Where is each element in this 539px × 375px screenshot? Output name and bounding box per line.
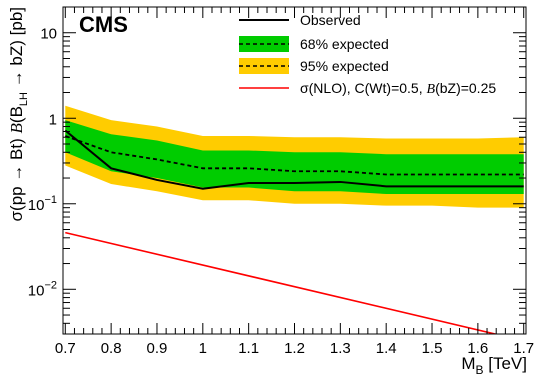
x-tick-label: 1.3 (330, 340, 351, 357)
legend-label-text: 95% expected (300, 58, 389, 74)
y-axis-label: σ(pp → Bt) B(BLH → bZ) [pb] (7, 7, 30, 221)
y-axis-label-prefix: σ(pp → Bt) (7, 133, 26, 221)
legend-label-tail: (bZ)=0.25 (435, 80, 496, 96)
y-tick-label: 1 (49, 111, 57, 128)
legend-label-text: Observed (300, 12, 361, 28)
x-tick-label: 1.7 (513, 340, 534, 357)
cms-badge: CMS (79, 12, 128, 37)
y-axis-label-branching: B (7, 122, 26, 133)
x-tick-label: 1.5 (422, 340, 443, 357)
legend-label-text: σ(NLO), C(Wt)=0.5, (300, 80, 427, 96)
y-tick-base: 10 (28, 282, 45, 299)
x-tick-label: 1.1 (238, 340, 259, 357)
x-tick-label: 0.8 (101, 340, 122, 357)
x-tick-label: 1.6 (467, 340, 488, 357)
y-axis-label-mid: (B (7, 106, 26, 123)
x-tick-label: 1.4 (376, 340, 397, 357)
x-axis-label: MB [TeV] (461, 354, 527, 375)
y-tick-label: 10−2 (28, 279, 57, 299)
x-tick-label: 0.9 (147, 340, 168, 357)
y-axis-label-suffix: → bZ) [pb] (7, 7, 26, 92)
x-tick-label: 1 (199, 340, 207, 357)
legend-label-band68: 68% expected (300, 36, 389, 52)
legend-label-italic: B (427, 82, 436, 97)
legend-label-band95: 95% expected (300, 58, 389, 74)
legend-label-theory: σ(NLO), C(Wt)=0.5, B(bZ)=0.25 (300, 80, 496, 97)
y-tick-exponent: −2 (44, 279, 57, 291)
x-tick-label: 1.2 (284, 340, 305, 357)
y-axis-label-sub: LH (18, 92, 30, 106)
theory-cross-section-line (65, 231, 499, 334)
band-68-expected (65, 120, 524, 195)
legend-label-text: 68% expected (300, 36, 389, 52)
x-axis-label-main: M (461, 354, 475, 373)
y-tick-exponent: −1 (44, 194, 57, 206)
plot-area (64, 105, 524, 334)
y-tick-label: 10−1 (28, 194, 57, 214)
x-tick-label: 0.7 (55, 340, 76, 357)
y-tick-base: 10 (28, 197, 45, 214)
x-axis-label-sub: B (476, 363, 484, 375)
y-tick-label: 10 (40, 26, 57, 43)
legend-label-observed: Observed (300, 12, 361, 28)
expected-limit-line (64, 135, 524, 176)
x-axis-label-unit: [TeV] (484, 354, 527, 373)
observed-limit-line (64, 129, 524, 190)
